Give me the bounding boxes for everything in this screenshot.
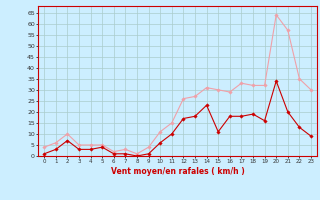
X-axis label: Vent moyen/en rafales ( km/h ): Vent moyen/en rafales ( km/h ) — [111, 167, 244, 176]
